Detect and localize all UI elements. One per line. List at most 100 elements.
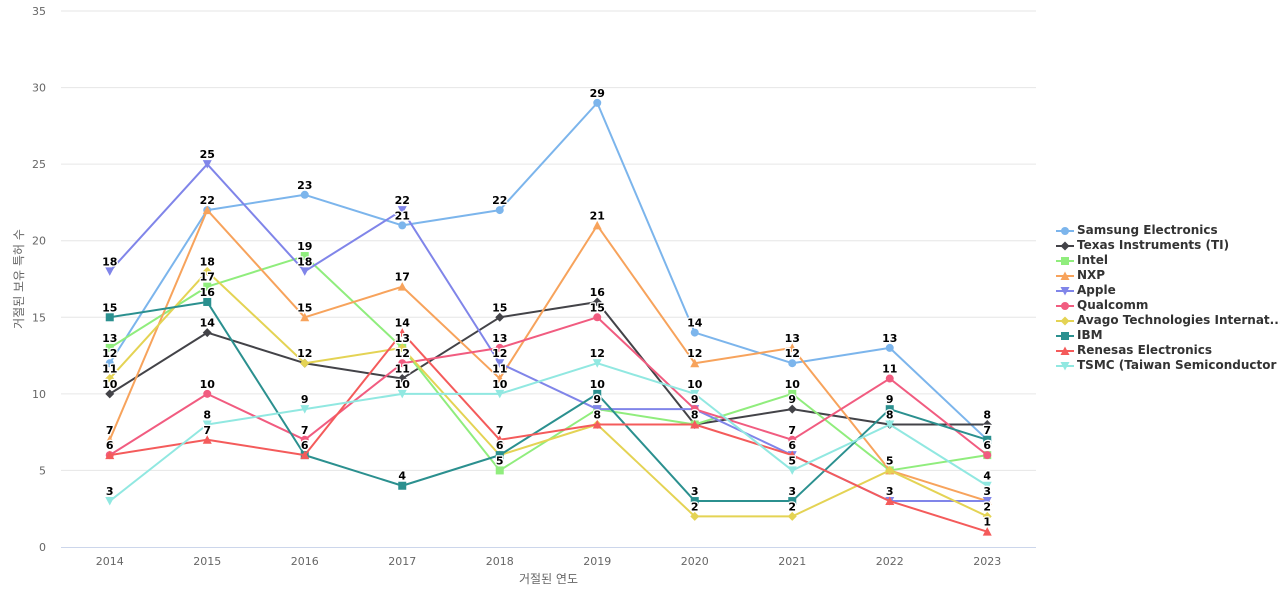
data-point bbox=[105, 359, 114, 368]
data-label: 21 bbox=[395, 209, 410, 222]
data-point bbox=[592, 419, 602, 429]
data-label: 8 bbox=[691, 408, 699, 421]
data-label: 10 bbox=[785, 378, 801, 391]
data-point bbox=[495, 206, 504, 215]
data-point bbox=[397, 343, 407, 353]
data-label: 17 bbox=[200, 271, 215, 284]
data-point bbox=[202, 420, 212, 429]
x-tick-label: 2018 bbox=[486, 555, 514, 568]
x-axis-ticks: 2014 2015 2016 2017 2018 2019 2020 2021 2022 2023 bbox=[96, 555, 1002, 568]
data-point bbox=[787, 511, 797, 521]
legend-item[interactable]: Renesas Electronics bbox=[1056, 343, 1280, 358]
data-label: 11 bbox=[102, 363, 117, 376]
data-label: 12 bbox=[297, 347, 312, 360]
data-label: 15 bbox=[102, 301, 117, 314]
data-point bbox=[105, 389, 115, 399]
data-point bbox=[203, 389, 212, 398]
data-point bbox=[397, 282, 407, 291]
legend-marker bbox=[1060, 346, 1070, 355]
x-tick-label: 2019 bbox=[583, 555, 611, 568]
data-label: 22 bbox=[200, 194, 215, 207]
data-point bbox=[202, 435, 212, 444]
data-label: 6 bbox=[496, 439, 504, 452]
data-label: 7 bbox=[301, 424, 309, 437]
y-tick-label: 5 bbox=[39, 464, 46, 477]
legend-item[interactable]: Qualcomm bbox=[1056, 298, 1280, 313]
legend: Samsung Electronics Texas Instruments (TI… bbox=[1056, 223, 1280, 373]
data-label: 12 bbox=[102, 347, 117, 360]
data-label: 18 bbox=[102, 255, 117, 268]
data-label: 11 bbox=[492, 363, 507, 376]
data-label: 23 bbox=[297, 179, 312, 192]
data-point bbox=[300, 435, 309, 444]
series-line bbox=[108, 101, 988, 441]
data-label: 8 bbox=[203, 408, 211, 421]
legend-item[interactable]: NXP bbox=[1056, 268, 1280, 283]
data-label: 8 bbox=[886, 408, 894, 421]
data-point bbox=[300, 190, 309, 199]
legend-symbol-icon bbox=[1056, 316, 1074, 325]
data-point bbox=[983, 435, 992, 444]
series-0 bbox=[105, 98, 992, 444]
legend-item[interactable]: Samsung Electronics bbox=[1056, 223, 1280, 238]
data-label: 14 bbox=[395, 317, 411, 330]
y-tick-label: 0 bbox=[39, 541, 46, 554]
legend-marker bbox=[1060, 271, 1070, 280]
data-point bbox=[885, 405, 894, 414]
data-point bbox=[787, 343, 797, 352]
legend-item[interactable]: Avago Technologies Internat... bbox=[1056, 313, 1280, 328]
data-label: 6 bbox=[106, 439, 114, 452]
data-label: 22 bbox=[395, 194, 410, 207]
data-label: 4 bbox=[398, 470, 406, 483]
data-point bbox=[885, 420, 895, 429]
data-label: 6 bbox=[496, 439, 504, 452]
data-point bbox=[787, 466, 797, 475]
legend-symbol-icon bbox=[1056, 361, 1074, 370]
series-line bbox=[109, 255, 988, 472]
data-point bbox=[105, 313, 114, 322]
x-tick-label: 2022 bbox=[876, 555, 904, 568]
series-line bbox=[109, 362, 988, 502]
data-label: 10 bbox=[492, 378, 508, 391]
data-point bbox=[592, 297, 602, 307]
data-label: 18 bbox=[200, 255, 215, 268]
data-label: 3 bbox=[106, 485, 114, 498]
series-3 bbox=[105, 205, 992, 506]
data-label: 5 bbox=[886, 454, 894, 467]
y-axis-ticks: 0 5 10 15 20 25 30 35 bbox=[32, 5, 46, 554]
data-label: 8 bbox=[691, 408, 699, 421]
data-point bbox=[203, 297, 212, 306]
data-label: 5 bbox=[886, 454, 894, 467]
legend-item[interactable]: Intel bbox=[1056, 253, 1280, 268]
data-point bbox=[300, 450, 310, 460]
x-tick-label: 2020 bbox=[681, 555, 709, 568]
data-point bbox=[788, 389, 797, 398]
data-point bbox=[788, 435, 797, 444]
legend-item[interactable]: Apple bbox=[1056, 283, 1280, 298]
legend-label: NXP bbox=[1077, 268, 1106, 282]
data-label: 3 bbox=[886, 485, 894, 498]
data-point bbox=[397, 328, 407, 337]
x-axis-title: 거절된 연도 bbox=[519, 572, 578, 586]
data-label: 22 bbox=[492, 194, 507, 207]
data-point bbox=[203, 282, 212, 291]
data-point bbox=[397, 389, 407, 399]
data-point bbox=[495, 359, 505, 368]
data-label: 13 bbox=[882, 332, 897, 345]
data-point bbox=[787, 404, 797, 414]
legend-label: Texas Instruments (TI) bbox=[1077, 238, 1230, 252]
data-label: 10 bbox=[102, 378, 118, 391]
data-label: 14 bbox=[687, 317, 703, 330]
legend-item[interactable]: IBM bbox=[1056, 328, 1280, 343]
legend-symbol-icon bbox=[1056, 331, 1074, 340]
data-point bbox=[982, 419, 992, 429]
legend-marker bbox=[1060, 286, 1070, 295]
legend-item[interactable]: Texas Instruments (TI) bbox=[1056, 238, 1280, 253]
series-line bbox=[109, 331, 988, 533]
data-label: 12 bbox=[492, 347, 507, 360]
legend-item[interactable]: TSMC (Taiwan Semiconductor ... bbox=[1056, 358, 1280, 373]
y-tick-label: 20 bbox=[32, 235, 46, 248]
data-label: 12 bbox=[785, 347, 800, 360]
